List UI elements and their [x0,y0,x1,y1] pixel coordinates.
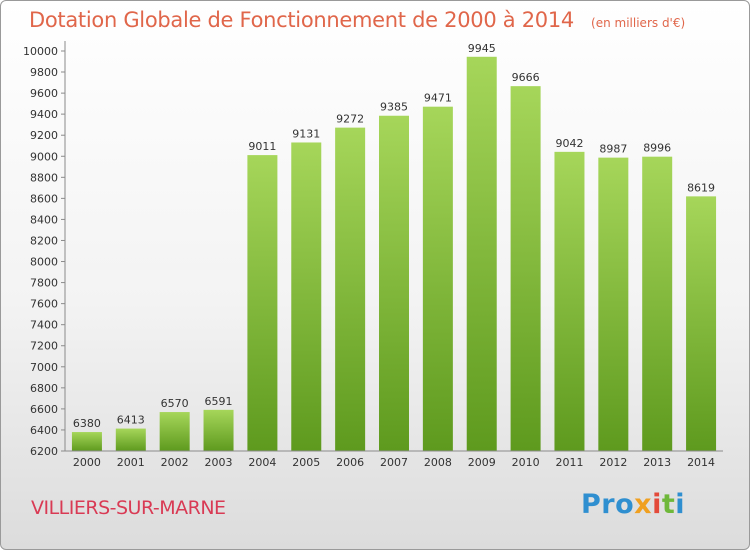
x-tick-label: 2007 [380,456,408,469]
y-tick-label: 7000 [30,361,58,374]
bar-value-label: 6591 [205,395,233,408]
x-tick-label: 2004 [248,456,276,469]
y-tick-label: 8000 [30,256,58,269]
x-tick-label: 2012 [599,456,627,469]
y-tick-label: 9000 [30,150,58,163]
chart-title-block: Dotation Globale de Fonctionnement de 20… [29,8,685,32]
y-tick-label: 7200 [30,340,58,353]
bar-value-label: 6570 [161,397,189,410]
axes-group: 2000 2001 2002 2003 2004 2005 2006 2007 2008 2009… [23,41,723,469]
bars-group: 6380 6413 6570 6591 9011 9131 9272 9385 9471 9945… [71,42,717,452]
y-tick-label: 8600 [30,192,58,205]
x-tick-label: 2002 [161,456,189,469]
x-tick-label: 2008 [424,456,452,469]
logo-part: i [675,489,686,520]
y-tick-label: 6400 [30,424,58,437]
bar-2002 [159,412,190,451]
bar-value-label: 8996 [643,142,671,155]
x-tick-label: 2000 [73,456,101,469]
bar-value-label: 9272 [336,113,364,126]
bar-2014 [686,196,717,451]
y-tick-label: 9800 [30,66,58,79]
x-tick-label: 2001 [117,456,145,469]
y-tick-label: 6800 [30,382,58,395]
bar-value-label: 9471 [424,92,452,105]
x-tick-label: 2014 [687,456,715,469]
bar-2011 [554,151,585,451]
x-tick-label: 2005 [292,456,320,469]
bar-value-label: 9131 [292,127,320,140]
y-tick-label: 8800 [30,171,58,184]
bar-value-label: 8987 [599,143,627,156]
bar-2003 [203,409,234,451]
bar-value-label: 9011 [248,140,276,153]
commune-name: VILLIERS-SUR-MARNE [31,497,226,519]
y-tick-label: 7600 [30,298,58,311]
bar-2000 [71,432,102,451]
logo-part: i [652,489,662,520]
x-tick-label: 2011 [555,456,583,469]
bar-value-label: 9945 [468,42,496,55]
y-tick-label: 9200 [30,129,58,142]
y-tick-label: 9400 [30,108,58,121]
bar-2004 [247,155,278,451]
y-tick-label: 7400 [30,319,58,332]
bar-value-label: 9666 [512,71,540,84]
y-tick-label: 6200 [30,445,58,458]
y-tick-label: 6600 [30,403,58,416]
bar-2006 [335,127,366,451]
chart-subtitle: (en milliers d'€) [591,16,686,30]
bar-2008 [422,106,453,452]
bar-2009 [466,56,497,451]
chart-title: Dotation Globale de Fonctionnement de 20… [29,8,574,32]
logo-part: Pro [581,489,635,520]
bar-2013 [642,156,673,451]
proxiti-logo[interactable]: Proxiti [581,489,685,520]
logo-part: x [634,489,653,520]
bar-value-label: 9042 [555,137,583,150]
y-tick-label: 8400 [30,213,58,226]
y-tick-label: 9600 [30,87,58,100]
bar-2007 [379,115,409,451]
logo-part: t [661,489,676,520]
bar-value-label: 9385 [380,101,408,114]
x-tick-label: 2009 [468,456,496,469]
bar-value-label: 6380 [73,417,101,430]
bar-2001 [115,428,146,451]
bar-value-label: 8619 [687,181,715,194]
x-tick-label: 2010 [512,456,540,469]
y-tick-label: 8200 [30,234,58,247]
x-tick-label: 2013 [643,456,671,469]
bar-2012 [598,157,629,451]
bar-2010 [510,86,541,451]
x-tick-label: 2003 [205,456,233,469]
bar-2005 [291,142,322,451]
y-tick-label: 7800 [30,277,58,290]
bar-value-label: 6413 [117,414,145,427]
y-tick-label: 10000 [23,45,58,58]
x-tick-label: 2006 [336,456,364,469]
